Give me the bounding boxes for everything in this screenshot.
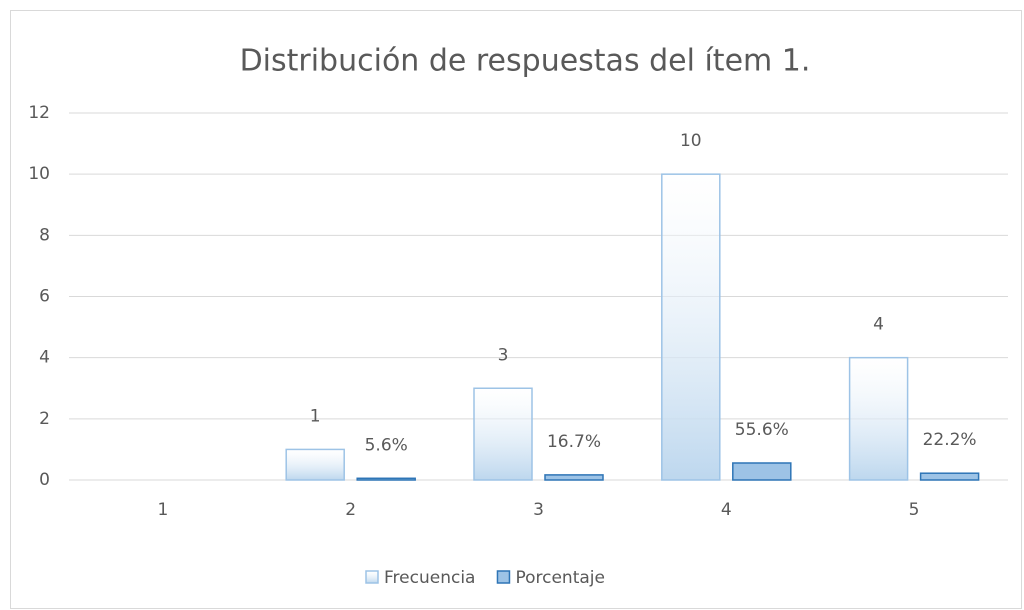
bar [473, 387, 533, 481]
legend-swatch [496, 570, 511, 584]
data-label: 1 [310, 406, 321, 426]
x-tick-label: 4 [721, 500, 732, 520]
y-tick-label: 2 [39, 409, 50, 429]
y-tick-label: 0 [39, 470, 50, 490]
bar [848, 356, 909, 481]
bar [544, 474, 604, 481]
chart-title: Distribución de respuestas del ítem 1. [240, 44, 811, 79]
x-tick-label: 2 [345, 500, 356, 520]
y-tick-label: 6 [39, 287, 50, 307]
legend-label: Porcentaje [515, 568, 605, 588]
bar [661, 173, 721, 481]
data-label: 16.7% [547, 432, 601, 452]
data-label: 4 [873, 315, 884, 335]
bar [356, 477, 416, 481]
bar [732, 462, 792, 481]
data-label: 55.6% [735, 420, 789, 440]
data-label: 22.2% [923, 430, 977, 450]
data-label: 3 [498, 345, 509, 365]
data-label: 5.6% [365, 435, 408, 455]
bar [285, 448, 345, 481]
chart-area [10, 10, 1022, 609]
bar [919, 472, 980, 481]
y-tick-label: 12 [28, 103, 50, 123]
x-tick-label: 1 [157, 500, 168, 520]
legend-swatch [365, 570, 379, 584]
data-label: 10 [680, 131, 702, 151]
y-tick-label: 10 [28, 164, 50, 184]
x-tick-label: 5 [909, 500, 920, 520]
x-tick-label: 3 [533, 500, 544, 520]
y-tick-label: 4 [39, 348, 50, 368]
y-tick-label: 8 [39, 225, 50, 245]
legend-label: Frecuencia [384, 568, 475, 588]
